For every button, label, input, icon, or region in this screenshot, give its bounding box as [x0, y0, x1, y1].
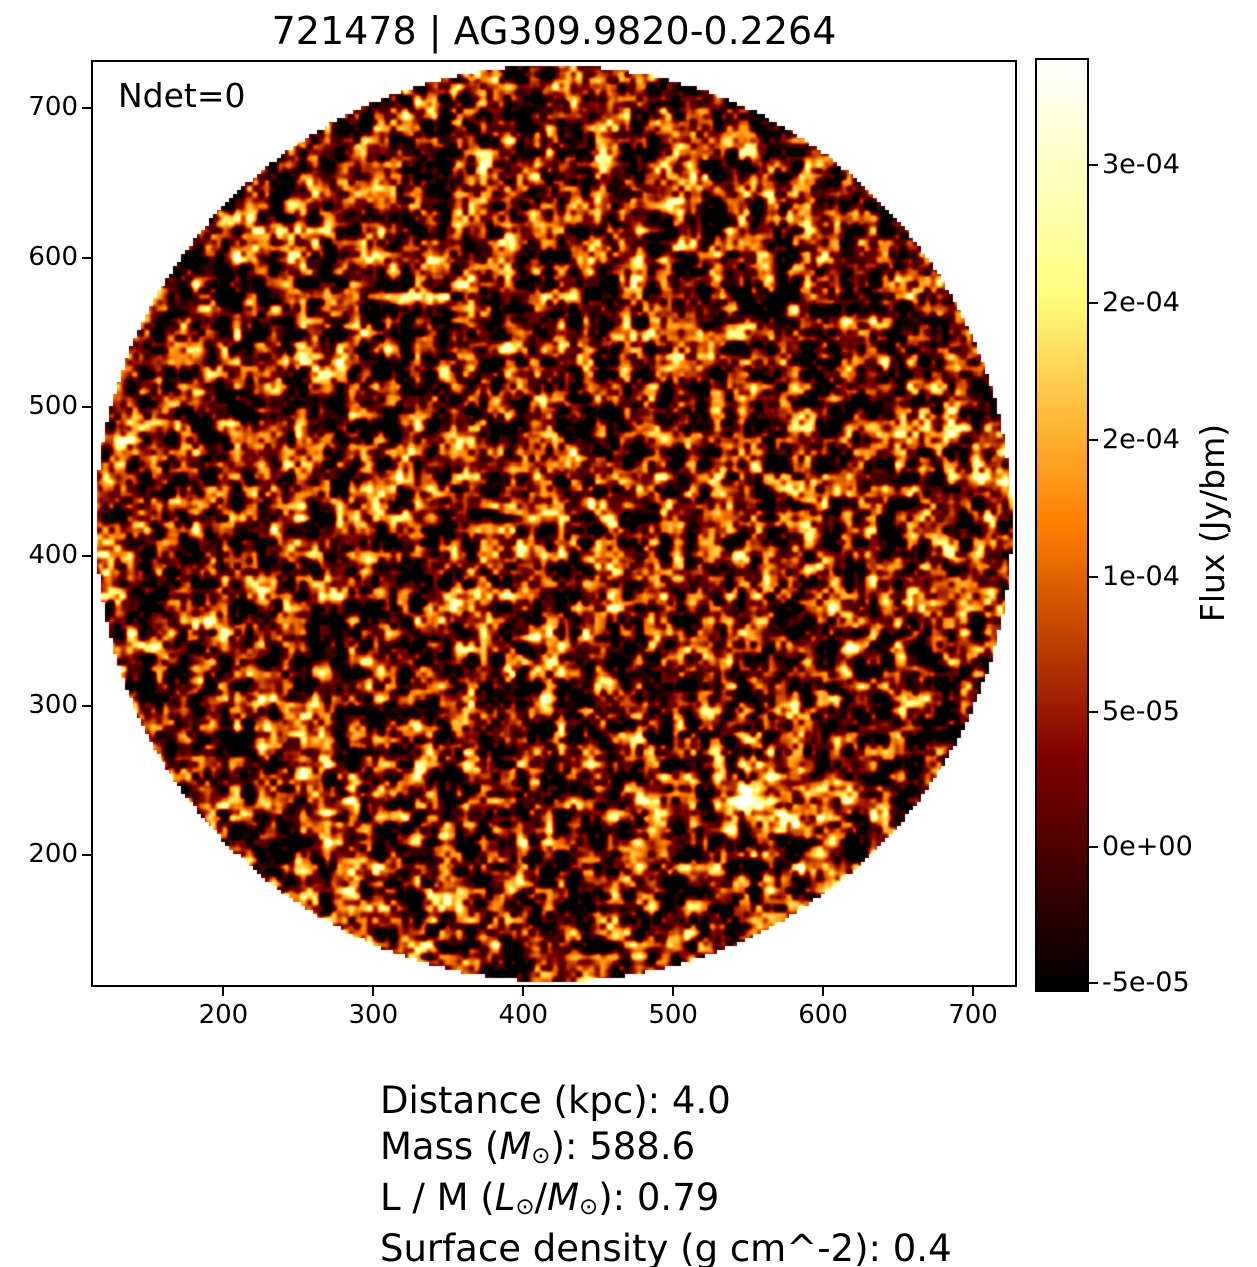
- plot-area: Ndet=0: [91, 60, 1017, 987]
- colorbar: [1035, 58, 1089, 992]
- x-tick-label: 200: [198, 1000, 249, 1030]
- colorbar-tick-mark: [1089, 164, 1098, 167]
- y-tick-mark: [82, 854, 91, 857]
- colorbar-tick-label: 2e-04: [1102, 286, 1180, 318]
- colorbar-tick-mark: [1089, 981, 1098, 984]
- caption-line: Mass (M⊙): 588.6: [380, 1125, 696, 1170]
- x-tick-label: 700: [948, 1000, 998, 1030]
- x-tick-mark: [522, 987, 525, 996]
- caption-block: Distance (kpc): 4.0 Mass (M⊙): 588.6 L / M…: [380, 1078, 952, 1267]
- x-tick-label: 300: [348, 1000, 399, 1030]
- x-tick-label: 500: [648, 1000, 698, 1030]
- flux-map-image: [93, 62, 1015, 985]
- y-tick-mark: [82, 256, 91, 259]
- y-tick-mark: [82, 704, 91, 707]
- colorbar-axis-label: Flux (Jy/bm): [1193, 423, 1232, 623]
- y-tick-label: 400: [28, 540, 78, 571]
- x-tick-mark: [222, 987, 225, 996]
- colorbar-tick-label: 2e-04: [1102, 424, 1180, 456]
- y-tick-mark: [82, 555, 91, 558]
- colorbar-tick-mark: [1089, 439, 1098, 442]
- colorbar-tick-mark: [1089, 576, 1098, 579]
- x-tick-label: 600: [798, 1000, 848, 1030]
- x-tick-mark: [972, 987, 975, 996]
- caption-line: L / M (L⊙/M⊙): 0.79: [380, 1176, 720, 1221]
- caption-line: Distance (kpc): 4.0: [380, 1079, 731, 1122]
- colorbar-tick-label: 5e-05: [1102, 695, 1180, 727]
- y-tick-label: 500: [28, 391, 78, 421]
- y-tick-label: 300: [28, 689, 78, 720]
- y-tick-label: 700: [28, 92, 78, 123]
- x-tick-mark: [672, 987, 675, 996]
- y-tick-mark: [82, 406, 91, 408]
- x-tick-mark: [372, 987, 375, 996]
- colorbar-tick-label: -5e-05: [1102, 966, 1190, 998]
- caption-line: Surface density (g cm^-2): 0.4: [380, 1227, 952, 1267]
- colorbar-tick-mark: [1089, 845, 1098, 848]
- colorbar-tick-mark: [1089, 301, 1098, 304]
- ndet-annotation: Ndet=0: [118, 76, 246, 115]
- colorbar-tick-mark: [1089, 710, 1098, 713]
- colorbar-tick-label: 1e-04: [1102, 561, 1180, 593]
- y-tick-label: 600: [28, 241, 78, 272]
- x-tick-mark: [822, 987, 825, 996]
- colorbar-tick-label: 0e+00: [1102, 830, 1193, 862]
- plot-title: 721478 | AG309.9820-0.2264: [271, 9, 837, 53]
- x-tick-label: 400: [498, 1000, 549, 1030]
- colorbar-tick-label: 3e-04: [1102, 149, 1180, 181]
- y-tick-mark: [82, 107, 91, 110]
- y-tick-label: 200: [28, 839, 78, 870]
